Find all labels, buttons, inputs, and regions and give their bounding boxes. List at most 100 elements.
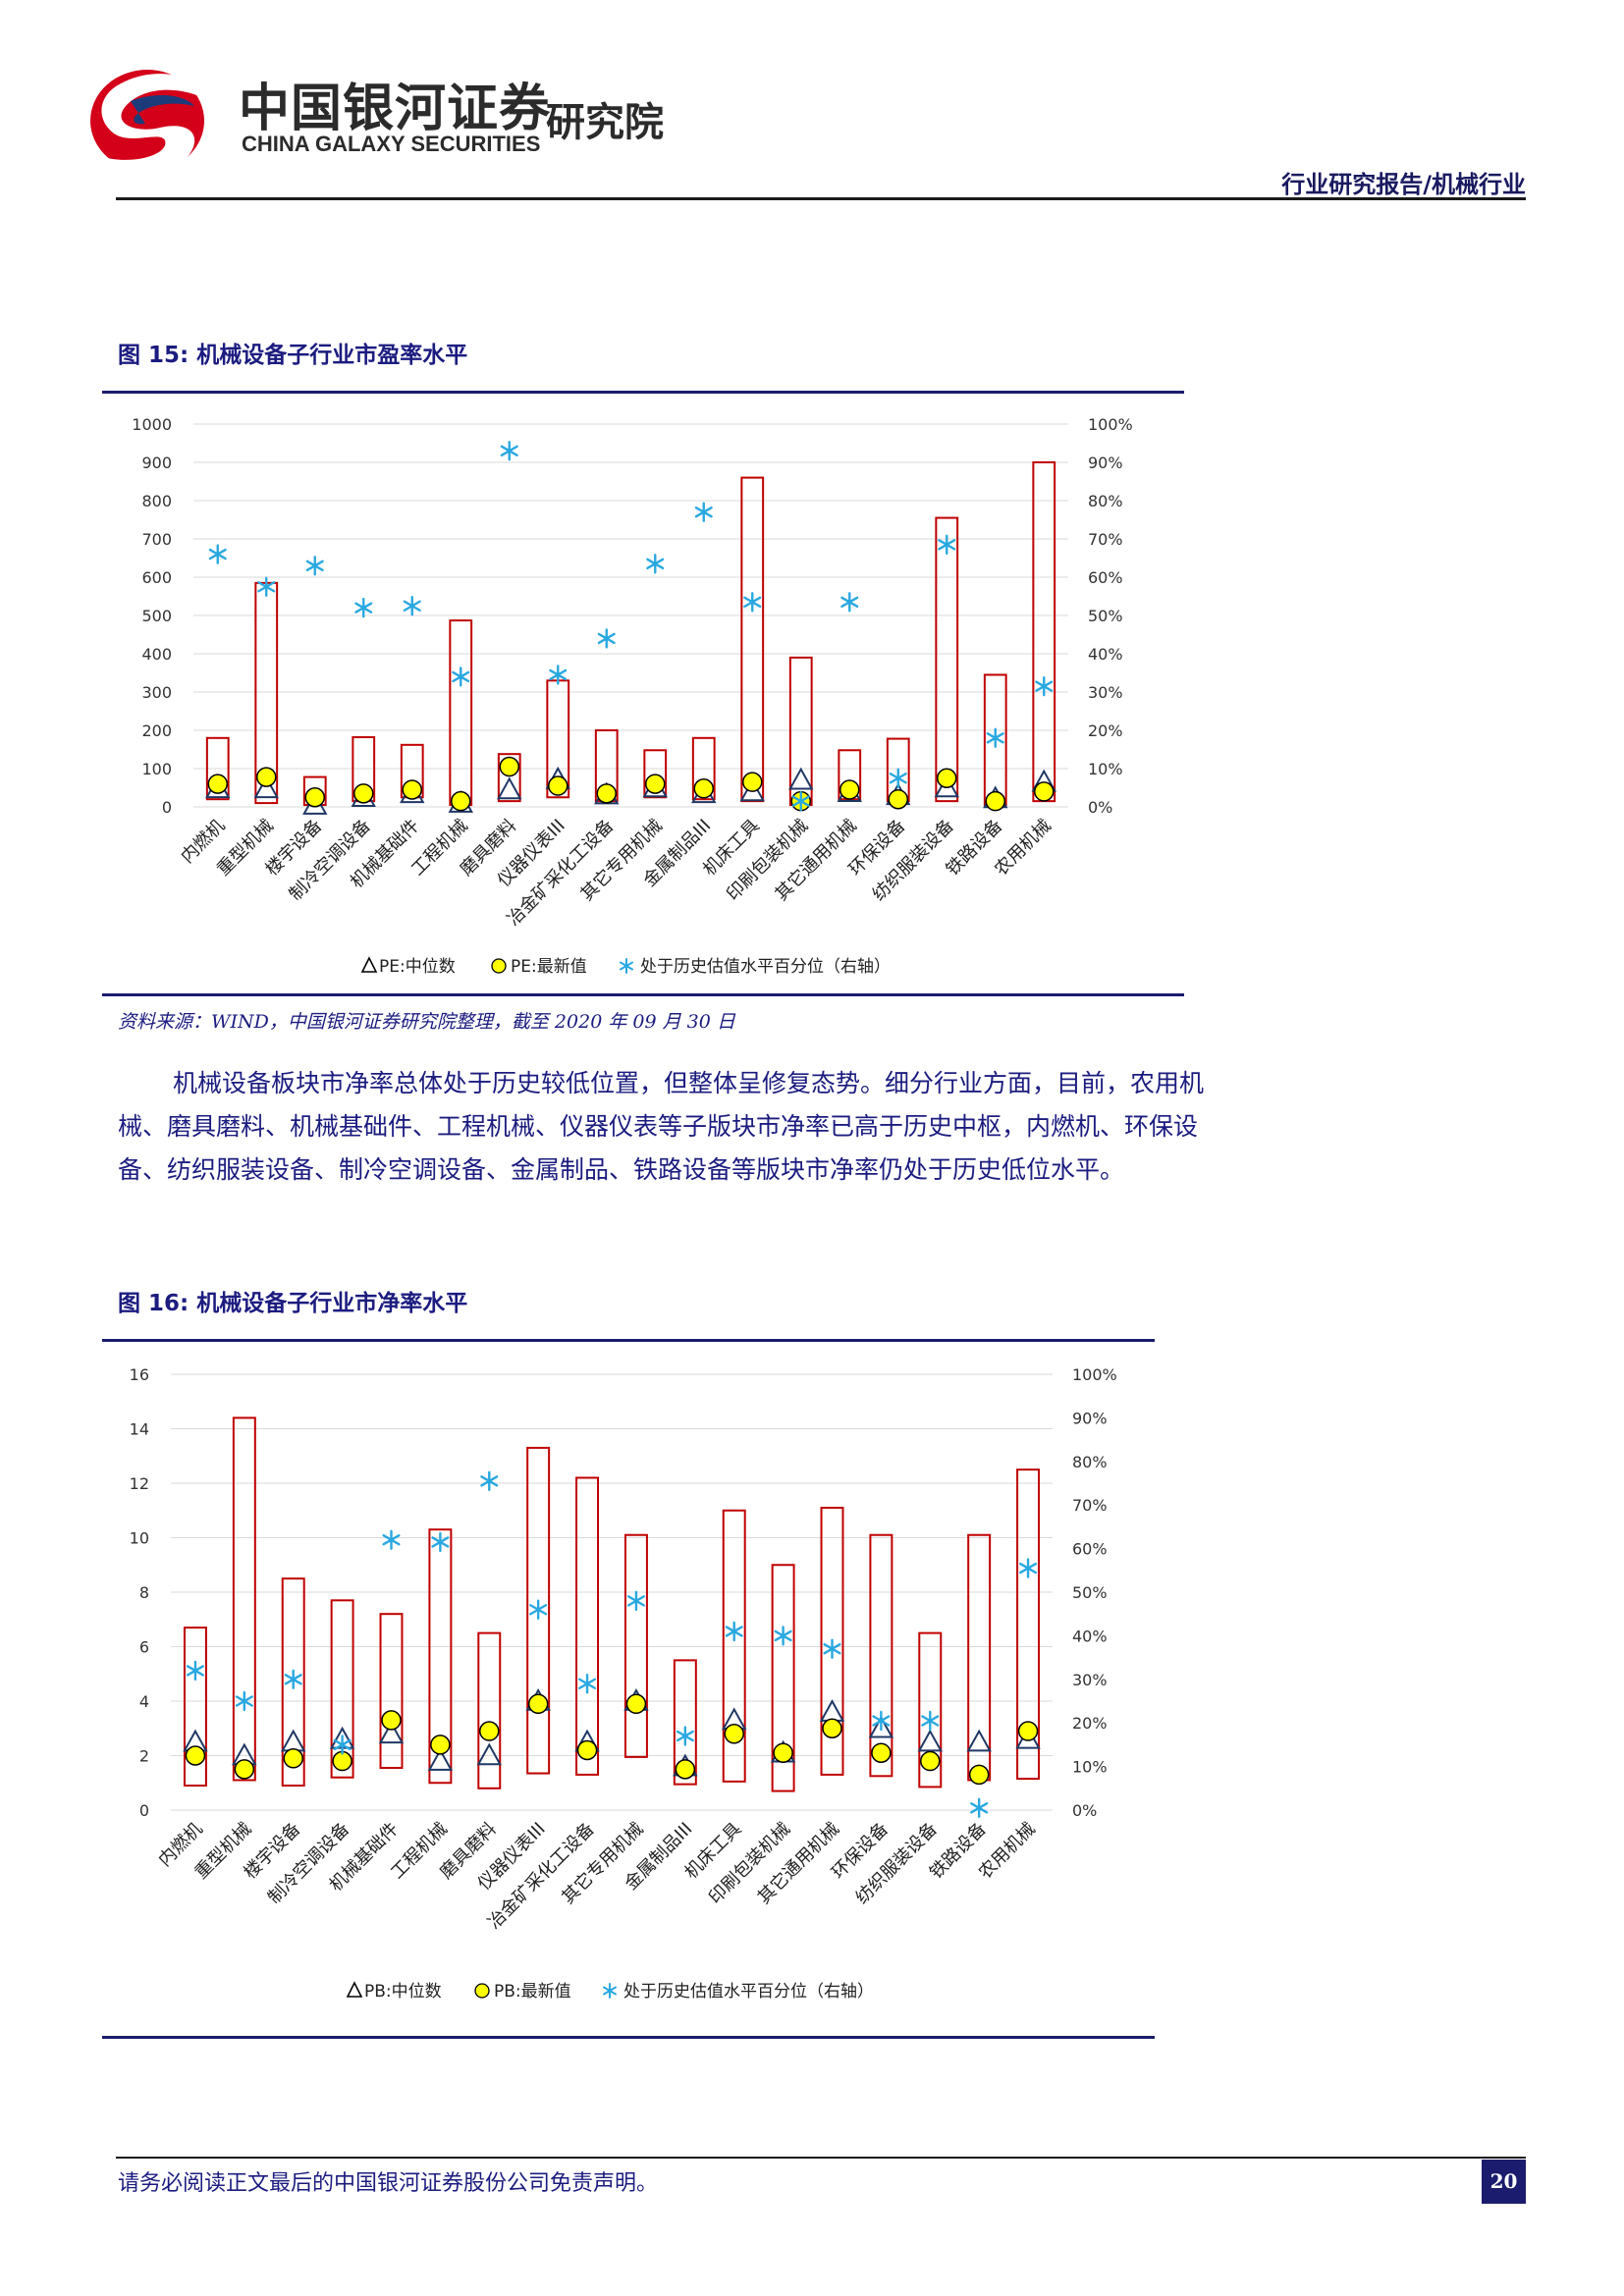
percentile-marker bbox=[676, 1726, 694, 1746]
percentile-marker bbox=[549, 665, 568, 685]
percentile-marker bbox=[235, 1690, 253, 1712]
percentile-marker bbox=[529, 1599, 548, 1620]
percentile-marker bbox=[403, 596, 421, 616]
range-bar bbox=[205, 736, 230, 801]
percentile-marker bbox=[578, 1674, 597, 1694]
latest-marker bbox=[693, 778, 714, 799]
latest-marker bbox=[256, 767, 277, 787]
legend-percentile-label: 处于历史估值水平百分位（右轴） bbox=[640, 957, 891, 977]
y2-tick-label: 70% bbox=[1072, 1496, 1108, 1515]
y2-tick-label: 0% bbox=[1088, 798, 1112, 817]
y-tick-label: 16 bbox=[130, 1365, 149, 1384]
percentile-marker bbox=[694, 502, 713, 522]
percentile-marker bbox=[921, 1710, 940, 1732]
range-bar bbox=[771, 1564, 795, 1792]
y2-tick-label: 60% bbox=[1072, 1540, 1108, 1559]
y-tick-label: 800 bbox=[141, 492, 172, 510]
legend-median-icon bbox=[346, 1981, 363, 1998]
range-bar bbox=[820, 1506, 844, 1776]
figure16-top-rule bbox=[102, 1339, 1155, 1342]
percentile-marker bbox=[986, 727, 1004, 748]
latest-marker bbox=[207, 774, 228, 794]
y-tick-label: 700 bbox=[141, 530, 172, 549]
latest-marker bbox=[985, 790, 1005, 812]
range-bar bbox=[935, 516, 959, 803]
y2-tick-label: 80% bbox=[1088, 492, 1123, 510]
latest-marker bbox=[968, 1764, 990, 1786]
latest-marker bbox=[353, 783, 374, 804]
median-marker bbox=[966, 1729, 992, 1752]
y-tick-label: 14 bbox=[130, 1420, 149, 1439]
range-bar bbox=[232, 1416, 256, 1782]
y-tick-label: 600 bbox=[141, 568, 172, 587]
percentile-marker bbox=[889, 768, 907, 788]
y-tick-label: 100 bbox=[141, 760, 172, 778]
y2-tick-label: 40% bbox=[1072, 1627, 1108, 1645]
galaxy-logo-icon bbox=[90, 70, 209, 173]
report-type: 行业研究报告/机械行业 bbox=[1281, 171, 1526, 198]
institute-label: 研究院 bbox=[546, 100, 664, 145]
percentile-marker bbox=[354, 597, 373, 618]
range-bar bbox=[497, 753, 521, 803]
y-tick-label: 4 bbox=[139, 1692, 149, 1711]
y-tick-label: 300 bbox=[141, 683, 172, 702]
range-bar bbox=[1016, 1468, 1041, 1781]
percentile-marker bbox=[431, 1531, 450, 1553]
percentile-marker bbox=[382, 1529, 401, 1550]
median-marker bbox=[868, 1715, 894, 1738]
legend-median-icon bbox=[360, 956, 378, 973]
y-tick-label: 0 bbox=[139, 1801, 149, 1820]
range-bar bbox=[691, 736, 716, 801]
y-tick-label: 10 bbox=[130, 1529, 149, 1548]
range-bar bbox=[428, 1528, 453, 1785]
legend-latest-icon bbox=[474, 1983, 490, 1999]
y-tick-label: 200 bbox=[141, 721, 172, 740]
range-bar bbox=[281, 1577, 305, 1788]
y-tick-label: 8 bbox=[139, 1583, 149, 1602]
median-marker bbox=[934, 774, 959, 798]
latest-marker bbox=[185, 1745, 206, 1766]
legend-percentile-icon bbox=[603, 1983, 617, 1999]
range-bar bbox=[623, 1533, 648, 1758]
median-marker bbox=[819, 1699, 845, 1722]
latest-marker bbox=[920, 1750, 941, 1772]
y-tick-label: 900 bbox=[141, 454, 172, 472]
percentile-marker bbox=[333, 1735, 352, 1755]
latest-marker bbox=[596, 783, 617, 804]
y2-tick-label: 90% bbox=[1072, 1409, 1108, 1427]
range-bar bbox=[477, 1631, 502, 1789]
y2-tick-label: 10% bbox=[1088, 760, 1123, 778]
percentile-marker bbox=[305, 556, 324, 576]
disclaimer: 请务必阅读正文最后的中国银河证券股份公司免责声明。 bbox=[118, 2171, 659, 2196]
percentile-marker bbox=[626, 1590, 645, 1612]
y-tick-label: 400 bbox=[141, 645, 172, 664]
legend-latest-icon bbox=[491, 958, 507, 974]
median-marker bbox=[427, 1747, 454, 1771]
y2-tick-label: 50% bbox=[1088, 607, 1123, 625]
percentile-marker bbox=[872, 1710, 891, 1732]
median-marker bbox=[739, 778, 765, 802]
y2-tick-label: 100% bbox=[1072, 1365, 1117, 1384]
y2-tick-label: 20% bbox=[1072, 1714, 1108, 1733]
figure16-bottom-rule bbox=[102, 2036, 1155, 2039]
legend-latest-label: PE:最新值 bbox=[511, 957, 587, 977]
range-bar bbox=[449, 619, 473, 807]
legend-percentile-icon bbox=[620, 958, 633, 974]
company-logo-cn: 中国银河证券 bbox=[239, 80, 552, 138]
latest-marker bbox=[499, 756, 519, 777]
median-marker bbox=[253, 775, 279, 799]
footer-divider bbox=[116, 2157, 1526, 2159]
y2-tick-label: 20% bbox=[1088, 721, 1123, 740]
latest-marker bbox=[381, 1710, 402, 1731]
y2-tick-label: 40% bbox=[1088, 645, 1123, 664]
latest-marker bbox=[888, 788, 908, 810]
legend: PB:中位数 PB:最新值 处于历史估值水平百分位（右轴） bbox=[346, 1981, 874, 2002]
latest-marker bbox=[1017, 1721, 1039, 1741]
y2-tick-label: 10% bbox=[1072, 1758, 1108, 1777]
percentile-marker bbox=[938, 534, 956, 556]
pe-chart: 0 100 200 300 400 500 600 700 800 900 1000 0% 10% 20%… bbox=[132, 415, 1132, 977]
range-bar bbox=[722, 1509, 746, 1783]
figure16-title: 图 16: 机械设备子行业市净率水平 bbox=[118, 1291, 468, 1316]
y-tick-label: 12 bbox=[130, 1474, 149, 1493]
percentile-marker bbox=[257, 576, 276, 597]
